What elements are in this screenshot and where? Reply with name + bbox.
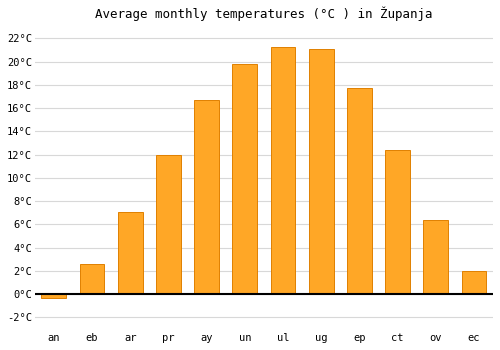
Bar: [347, 88, 372, 294]
Bar: [424, 220, 448, 294]
Bar: [462, 271, 486, 294]
Bar: [385, 150, 410, 294]
Bar: [42, 294, 66, 298]
Bar: [156, 155, 181, 294]
Bar: [232, 64, 257, 294]
Bar: [118, 211, 142, 294]
Bar: [80, 264, 104, 294]
Bar: [309, 49, 334, 294]
Bar: [270, 47, 295, 294]
Bar: [194, 100, 219, 294]
Title: Average monthly temperatures (°C ) in Županja: Average monthly temperatures (°C ) in Žu…: [95, 7, 432, 21]
